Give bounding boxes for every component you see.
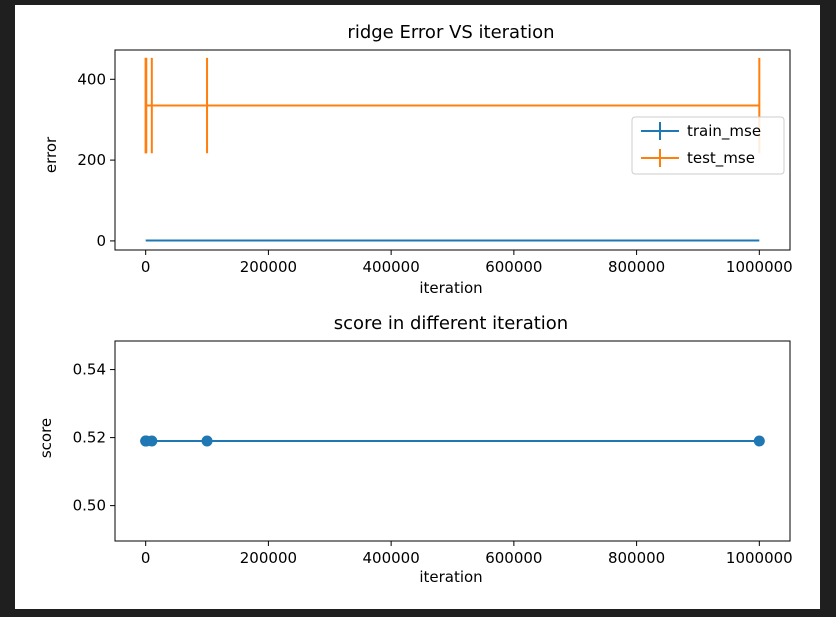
error-x-tick-label: 400000 <box>363 258 420 276</box>
legend-test-handle <box>641 149 679 167</box>
error-x-tick-label: 600000 <box>485 258 542 276</box>
error-x-tick-label: 800000 <box>608 258 665 276</box>
legend-train-label: train_mse <box>687 122 761 141</box>
legend-test-label: test_mse <box>687 149 755 168</box>
score-x-ticks: 0 200000 400000 600000 800000 1000000 <box>141 541 793 567</box>
error-x-tick-label: 200000 <box>240 258 297 276</box>
error-chart-title: ridge Error VS iteration <box>347 22 554 43</box>
score-y-ticks: 0.50 0.52 0.54 <box>73 361 115 515</box>
score-series-layer <box>140 435 765 447</box>
error-x-ticks: 0 200000 400000 600000 800000 1000000 <box>141 250 793 276</box>
score-series-point <box>753 435 765 447</box>
score-plot-area <box>114 340 791 542</box>
error-x-tick-label: 0 <box>141 258 151 276</box>
score-x-tick-label: 400000 <box>363 549 420 567</box>
error-plot-area <box>114 49 791 251</box>
score-x-tick-label: 1000000 <box>726 549 793 567</box>
error-y-axis-label: error <box>42 136 60 173</box>
error-x-tick-label: 1000000 <box>726 258 793 276</box>
score-y-axis-label: score <box>37 418 55 458</box>
error-subplot: ridge Error VS iteration iteration error… <box>42 22 793 297</box>
score-series-point <box>201 435 213 447</box>
score-y-tick-label: 0.50 <box>73 497 106 515</box>
score-chart-title: score in different iteration <box>334 313 568 334</box>
score-series-point <box>146 435 158 447</box>
error-series-layer <box>144 57 761 242</box>
score-x-tick-label: 0 <box>141 549 151 567</box>
error-y-tick-label: 0 <box>96 232 106 250</box>
error-x-axis-label: iteration <box>419 279 482 297</box>
score-x-axis-label: iteration <box>419 568 482 586</box>
score-x-tick-label: 600000 <box>485 549 542 567</box>
error-y-tick-label: 200 <box>77 151 106 169</box>
score-x-tick-label: 800000 <box>608 549 665 567</box>
error-y-ticks: 0 200 400 <box>77 70 115 250</box>
figure-canvas: ridge Error VS iteration iteration error… <box>20 8 816 606</box>
legend-train-handle <box>641 122 679 140</box>
score-y-tick-label: 0.54 <box>73 361 106 379</box>
score-subplot: score in different iteration iteration s… <box>37 313 793 586</box>
score-x-tick-label: 200000 <box>240 549 297 567</box>
error-legend: train_mse test_mse <box>631 116 785 175</box>
score-y-tick-label: 0.52 <box>73 429 106 447</box>
error-y-tick-label: 400 <box>77 70 106 88</box>
